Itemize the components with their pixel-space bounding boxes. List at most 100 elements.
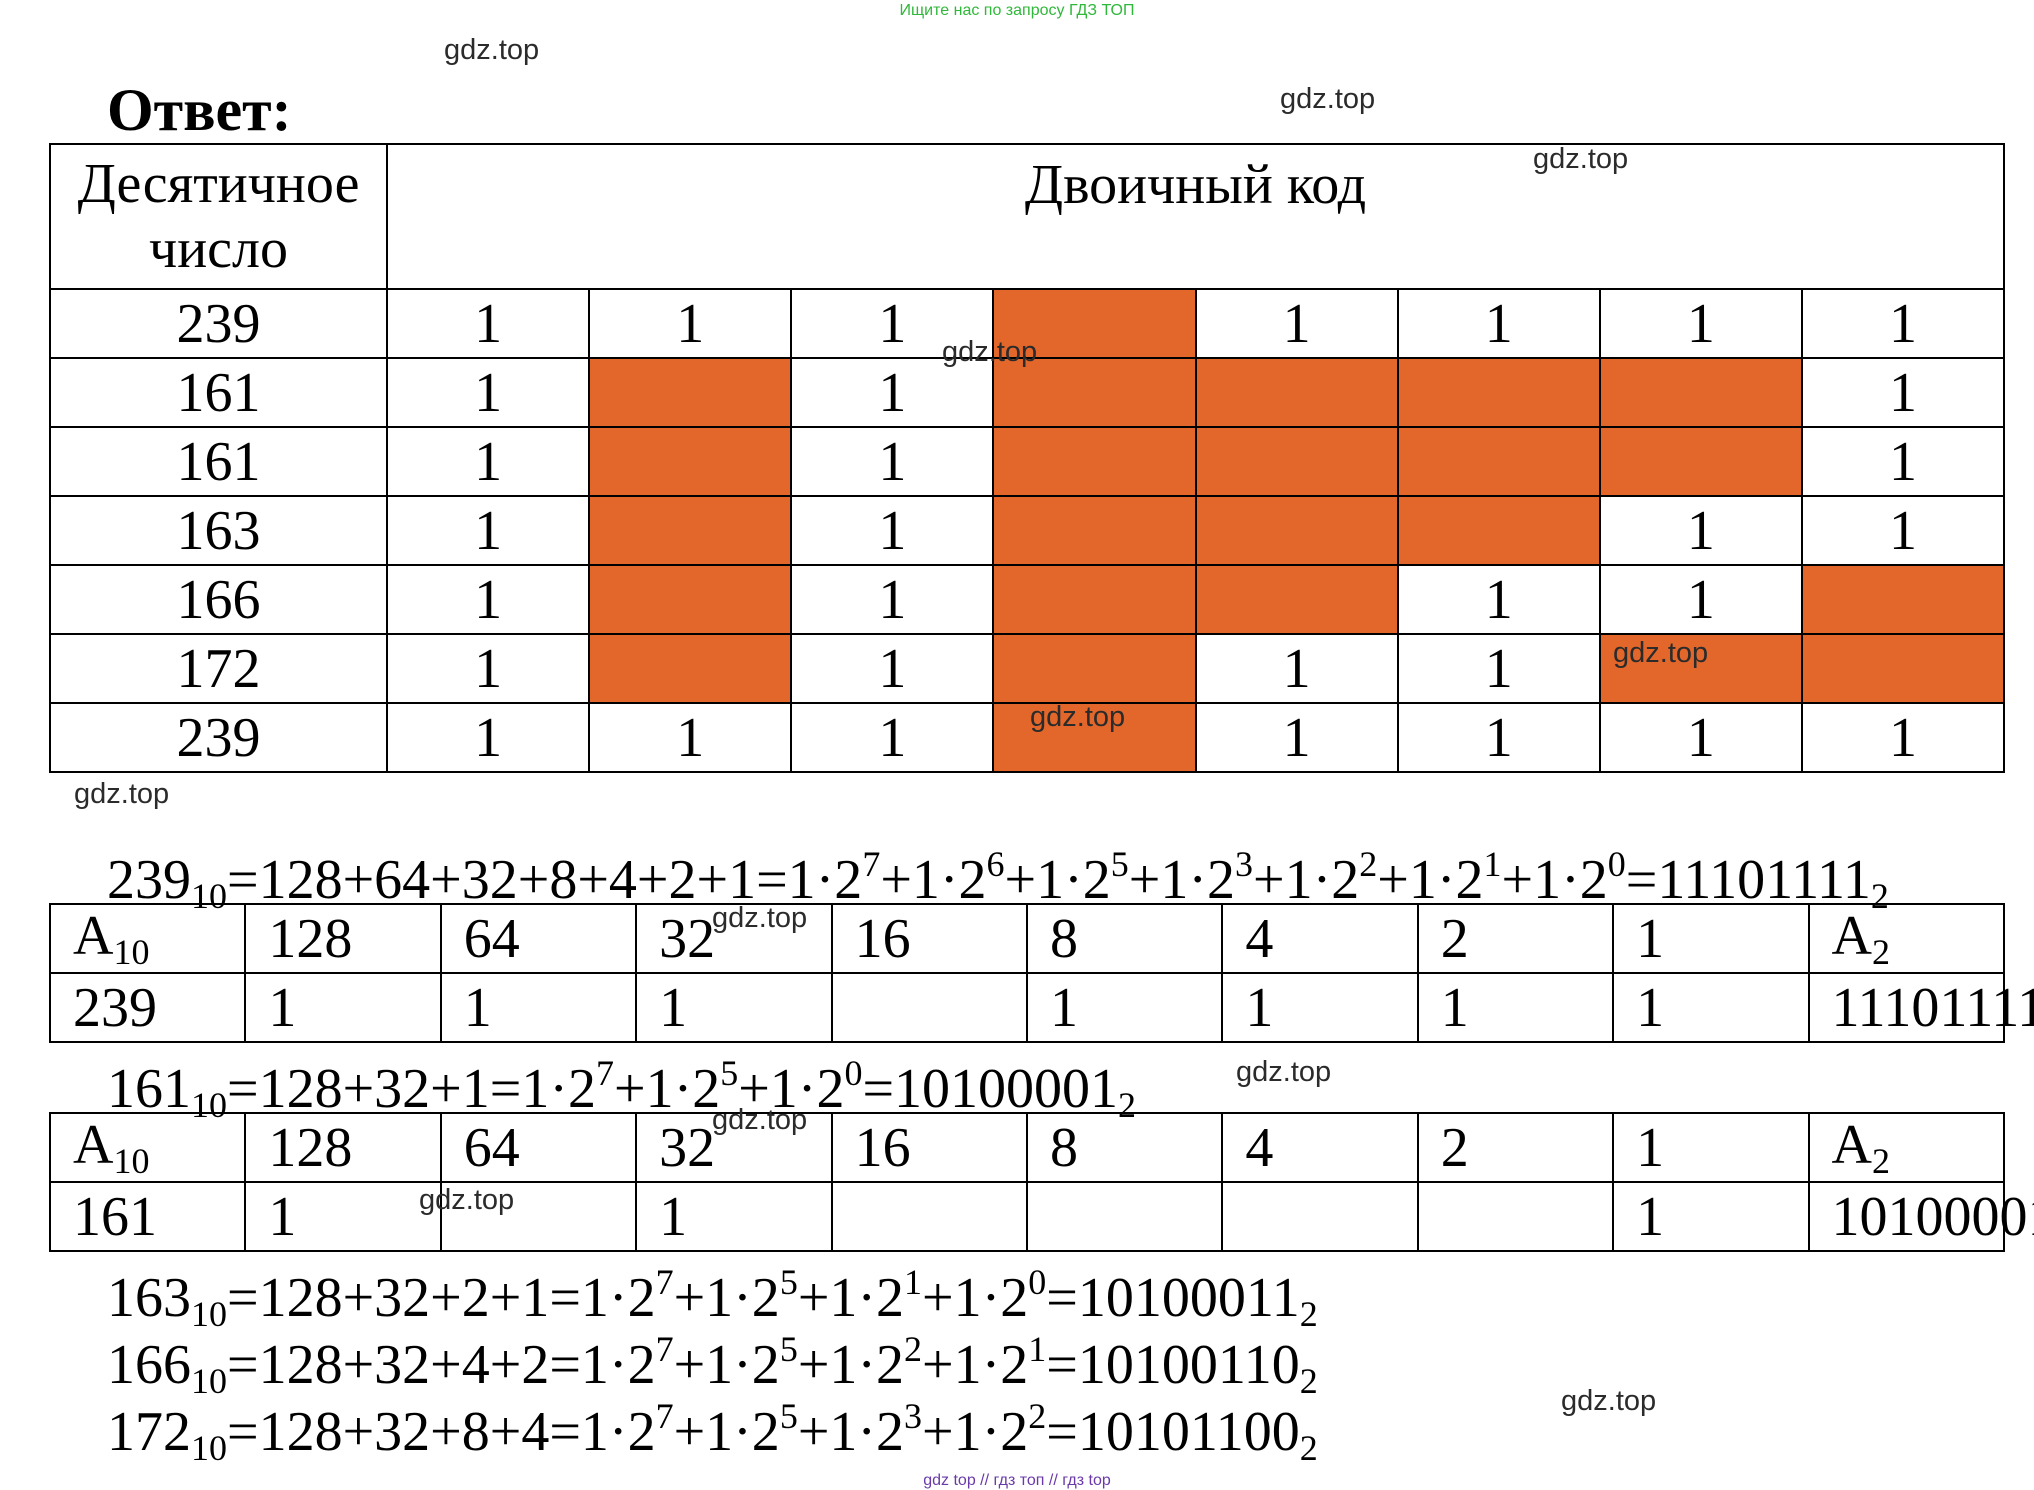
filled-bit-cell xyxy=(992,495,1197,566)
bit-cell: 1 xyxy=(1416,972,1615,1043)
bit-cell: 1 xyxy=(1598,288,1803,359)
binary-row: 163 1 1 1 1 xyxy=(49,495,2006,566)
decimal-header: Десятичное число xyxy=(49,143,388,290)
bit-cell: 1 xyxy=(790,564,995,635)
filled-bit-cell xyxy=(1800,633,2006,704)
value-cell: 239 xyxy=(48,972,247,1043)
bit-cell: 1 xyxy=(1221,972,1419,1043)
filled-bit-cell xyxy=(1194,426,1399,497)
power-header-row: A10 128 64 32 16 8 4 2 1 A2 xyxy=(48,1112,2006,1183)
bit-cell: 1 xyxy=(790,426,995,497)
watermark: gdz.top xyxy=(1030,701,1126,733)
bit-cell: 1 xyxy=(1800,702,2006,773)
filled-bit-cell xyxy=(588,495,793,566)
bit-cell: 1 xyxy=(244,1181,442,1252)
power-table-161: A10 128 64 32 16 8 4 2 1 A2 161 1 1 1 10… xyxy=(48,1112,2034,1252)
bit-cell: 1 xyxy=(1800,357,2006,428)
filled-bit-cell xyxy=(588,564,793,635)
bit-cell: 1 xyxy=(385,495,591,566)
decimal-cell: 166 xyxy=(49,564,388,635)
filled-bit-cell xyxy=(1194,495,1399,566)
watermark: gdz.top xyxy=(1236,1056,1332,1088)
bit-cell: 1 xyxy=(1194,633,1399,704)
binary-row: 239 1 1 1 1 1 1 1 xyxy=(49,288,2006,359)
decimal-cell: 161 xyxy=(49,426,388,497)
binary-row: 161 1 1 1 xyxy=(49,357,2006,428)
bit-cell: 1 xyxy=(1194,702,1399,773)
footer-link[interactable]: гдз топ xyxy=(993,1472,1045,1489)
binary-header: Двоичный код xyxy=(386,143,2005,290)
bit-cell: 1 xyxy=(1612,972,1810,1043)
bit-cell: 1 xyxy=(385,564,591,635)
watermark: gdz.top xyxy=(942,336,1038,368)
watermark: gdz.top xyxy=(444,34,540,66)
bit-cell: 1 xyxy=(790,288,995,359)
footer-link[interactable]: гдз top xyxy=(1062,1472,1111,1489)
bit-cell: 1 xyxy=(1396,564,1601,635)
watermark: gdz.top xyxy=(1280,83,1376,115)
bit-cell: 1 xyxy=(1598,495,1803,566)
bit-cell: 1 xyxy=(588,288,793,359)
bit-cell: 1 xyxy=(1612,1181,1810,1252)
decimal-cell: 239 xyxy=(49,702,388,773)
weight-cell: 16 xyxy=(830,903,1028,974)
filled-bit-cell xyxy=(1800,564,2006,635)
result-cell: 10100001 xyxy=(1807,1181,2034,1252)
a2-header: A2 xyxy=(1807,1112,2006,1183)
answer-title: Ответ: xyxy=(107,77,292,143)
bit-cell: 1 xyxy=(1396,633,1601,704)
filled-bit-cell xyxy=(992,357,1197,428)
bit-cell: 1 xyxy=(1598,564,1803,635)
filled-bit-cell xyxy=(588,426,793,497)
result-cell: 11101111 xyxy=(1807,972,2034,1043)
bit-cell: 1 xyxy=(635,972,833,1043)
weight-cell: 4 xyxy=(1221,1112,1419,1183)
filled-bit-cell xyxy=(588,357,793,428)
footer-links: gdz top // гдз топ // гдз top xyxy=(0,1472,2034,1490)
weight-cell: 64 xyxy=(439,1112,638,1183)
filled-bit-cell xyxy=(1598,357,1803,428)
bit-cell: 1 xyxy=(1598,702,1803,773)
filled-bit-cell xyxy=(1598,426,1803,497)
footer-separator: // xyxy=(1048,1472,1058,1489)
filled-bit-cell xyxy=(1598,633,1803,704)
bit-cell: 1 xyxy=(1194,288,1399,359)
bit-cell: 1 xyxy=(1396,288,1601,359)
binary-header-label: Двоичный код xyxy=(1024,154,1367,216)
footer-separator: // xyxy=(980,1472,990,1489)
watermark: gdz.top xyxy=(419,1184,515,1216)
bit-cell: 1 xyxy=(588,702,793,773)
filled-bit-cell xyxy=(992,702,1197,773)
bit-cell: 1 xyxy=(244,972,442,1043)
filled-bit-cell xyxy=(992,426,1197,497)
filled-bit-cell xyxy=(1396,495,1601,566)
formula-239: 23910=128+64+32+8+4+2+1=1·27+1·26+1·25+1… xyxy=(107,844,1889,916)
filled-bit-cell xyxy=(1194,357,1399,428)
watermark: gdz.top xyxy=(1561,1385,1657,1417)
bit-cell: 1 xyxy=(1025,972,1224,1043)
bit-cell xyxy=(1221,1181,1419,1252)
bit-cell: 1 xyxy=(1800,288,2006,359)
weight-cell: 32 xyxy=(635,1112,833,1183)
a10-header: A10 xyxy=(48,1112,247,1183)
power-table-239: A10 128 64 32 16 8 4 2 1 A2 239 1 1 1 1 … xyxy=(48,903,2034,1043)
footer-link[interactable]: gdz top xyxy=(923,1472,976,1489)
binary-row: 172 1 1 1 1 xyxy=(49,633,2006,704)
bit-cell: 1 xyxy=(1396,702,1601,773)
bit-cell: 1 xyxy=(790,702,995,773)
watermark: gdz.top xyxy=(74,778,170,810)
a10-header: A10 xyxy=(48,903,247,974)
bit-cell: 1 xyxy=(439,972,638,1043)
weight-cell: 64 xyxy=(439,903,638,974)
bit-cell xyxy=(1416,1181,1615,1252)
binary-row: 161 1 1 1 xyxy=(49,426,2006,497)
bit-cell: 1 xyxy=(635,1181,833,1252)
bit-cell: 1 xyxy=(790,357,995,428)
bit-cell: 1 xyxy=(1800,495,2006,566)
weight-cell: 2 xyxy=(1416,903,1615,974)
filled-bit-cell xyxy=(992,288,1197,359)
weight-cell: 16 xyxy=(830,1112,1028,1183)
binary-row: 166 1 1 1 1 xyxy=(49,564,2006,635)
filled-bit-cell xyxy=(1194,564,1399,635)
bit-cell: 1 xyxy=(385,633,591,704)
